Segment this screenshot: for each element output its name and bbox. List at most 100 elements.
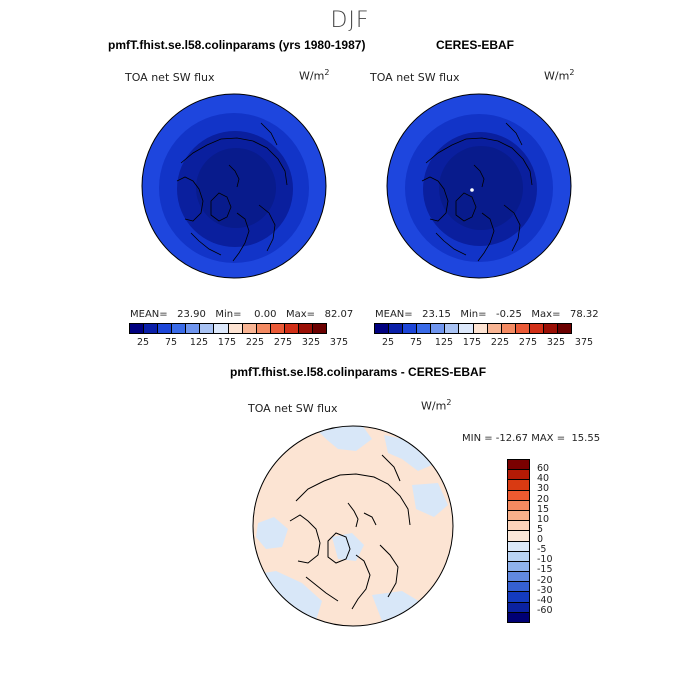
- figure-title: DJF: [330, 8, 370, 33]
- colorbar-swatch: [270, 324, 285, 333]
- right-stats: MEAN= 23.15 Min= -0.25 Max= 78.32: [375, 309, 599, 320]
- colorbar-swatch: [172, 324, 187, 333]
- colorbar-tick-label: 175: [462, 337, 482, 348]
- colorbar-swatch: [508, 521, 529, 532]
- colorbar-tick-label: 375: [574, 337, 594, 348]
- colorbar-swatch: [543, 324, 559, 333]
- colorbar-swatch: [508, 510, 529, 522]
- colorbar-swatch: [228, 324, 243, 333]
- colorbar-tick-label: 20: [537, 493, 550, 505]
- colorbar-swatch: [200, 324, 215, 333]
- colorbar-swatch: [417, 324, 432, 333]
- diff-field-label: TOA net SW flux: [248, 402, 338, 415]
- colorbar-swatch: [214, 324, 229, 333]
- colorbar-swatch: [375, 324, 390, 333]
- colorbar-swatch: [487, 324, 502, 333]
- colorbar-tick-label: 225: [245, 337, 265, 348]
- colorbar-tick-label: 10: [537, 513, 550, 525]
- colorbar-tick-label: 225: [490, 337, 510, 348]
- colorbar-swatch: [130, 324, 145, 333]
- colorbar-swatch: [508, 592, 529, 603]
- right-field-label: TOA net SW flux: [370, 71, 460, 84]
- colorbar-tick-label: -5: [537, 544, 547, 556]
- colorbar-swatch: [431, 324, 446, 333]
- colorbar-tick-label: 5: [537, 523, 544, 535]
- colorbar-tick-label: 125: [189, 337, 209, 348]
- colorbar-tick-label: -30: [537, 584, 553, 596]
- map-boundary: [252, 425, 454, 627]
- flux-band-min: [439, 146, 523, 230]
- colorbar-swatch: [508, 551, 529, 562]
- colorbar-tick-label: 60: [537, 463, 550, 475]
- colorbar-swatch: [508, 541, 529, 552]
- left-unit-label: W/m2: [299, 68, 330, 83]
- colorbar-tick-label: 125: [434, 337, 454, 348]
- right-unit-label: W/m2: [544, 68, 575, 83]
- colorbar-swatch: [558, 324, 572, 333]
- colorbar-swatch: [508, 480, 529, 491]
- colorbar-tick-label: -15: [537, 564, 553, 576]
- colorbar-tick-label: -10: [537, 554, 553, 566]
- colorbar-swatch: [284, 324, 299, 333]
- colorbar-tick-label: 75: [164, 337, 178, 348]
- diff-panel-title: pmfT.fhist.se.l58.colinparams - CERES-EB…: [230, 365, 487, 379]
- flux-band-min: [196, 148, 276, 228]
- colorbar-swatch: [508, 612, 529, 622]
- colorbar-swatch: [508, 572, 529, 583]
- left-colorbar: [129, 323, 327, 334]
- colorbar-swatch: [445, 324, 460, 333]
- right-colorbar-labels: 25 75 125 175 225 275 325 375: [374, 337, 593, 349]
- colorbar-swatch: [144, 324, 159, 333]
- diff-unit-label: W/m2: [421, 398, 452, 413]
- colorbar-swatch: [298, 324, 314, 333]
- colorbar-tick-label: 175: [217, 337, 237, 348]
- right-colorbar: [374, 323, 572, 334]
- colorbar-swatch: [158, 324, 173, 333]
- colorbar-tick-label: 375: [329, 337, 349, 348]
- colorbar-swatch: [313, 324, 327, 333]
- colorbar-swatch: [529, 324, 544, 333]
- diff-stats: MIN = -12.67 MAX = 15.55: [462, 433, 601, 444]
- colorbar-swatch: [473, 324, 488, 333]
- colorbar-tick-label: 275: [518, 337, 538, 348]
- colorbar-swatch: [186, 324, 201, 333]
- colorbar-tick-label: 75: [409, 337, 423, 348]
- colorbar-swatch: [508, 490, 529, 501]
- colorbar-tick-label: -60: [537, 604, 553, 616]
- colorbar-tick-label: -40: [537, 594, 553, 606]
- coastlines: [289, 454, 411, 610]
- colorbar-tick-label: 25: [381, 337, 395, 348]
- left-panel-title: pmfT.fhist.se.l58.colinparams (yrs 1980-…: [108, 38, 366, 52]
- colorbar-swatch: [501, 324, 516, 333]
- colorbar-swatch: [508, 460, 529, 471]
- colorbar-swatch: [508, 531, 529, 542]
- coastlines: [421, 122, 533, 262]
- colorbar-swatch: [403, 324, 418, 333]
- colorbar-swatch: [508, 582, 529, 593]
- coastlines: [176, 122, 288, 262]
- left-stats: MEAN= 23.90 Min= 0.00 Max= 82.07: [130, 309, 354, 320]
- map-boundary: [141, 93, 327, 279]
- colorbar-swatch: [515, 324, 530, 333]
- colorbar-tick-label: 325: [301, 337, 321, 348]
- left-field-label: TOA net SW flux: [125, 71, 215, 84]
- left-colorbar-labels: 25 75 125 175 225 275 325 375: [129, 337, 348, 349]
- map-boundary: [386, 93, 572, 279]
- colorbar-swatch: [389, 324, 404, 333]
- right-polar-map: [386, 93, 572, 279]
- diff-colorbar: [507, 459, 530, 623]
- missing-data-dot: [470, 188, 474, 192]
- colorbar-tick-label: 30: [537, 483, 550, 495]
- colorbar-swatch: [256, 324, 271, 333]
- diff-polar-map: [252, 425, 454, 627]
- colorbar-swatch: [459, 324, 474, 333]
- colorbar-tick-label: 25: [136, 337, 150, 348]
- colorbar-swatch: [242, 324, 257, 333]
- colorbar-tick-label: 0: [537, 534, 544, 545]
- colorbar-swatch: [508, 470, 529, 481]
- colorbar-tick-label: 40: [537, 473, 550, 485]
- colorbar-tick-label: 15: [537, 503, 550, 515]
- diff-colorbar-labels: 60 40 30 20 15 10 5 0 -5 -10 -15 -20 -30 -40 -60: [537, 459, 577, 621]
- colorbar-swatch: [508, 500, 529, 511]
- colorbar-swatch: [508, 561, 529, 573]
